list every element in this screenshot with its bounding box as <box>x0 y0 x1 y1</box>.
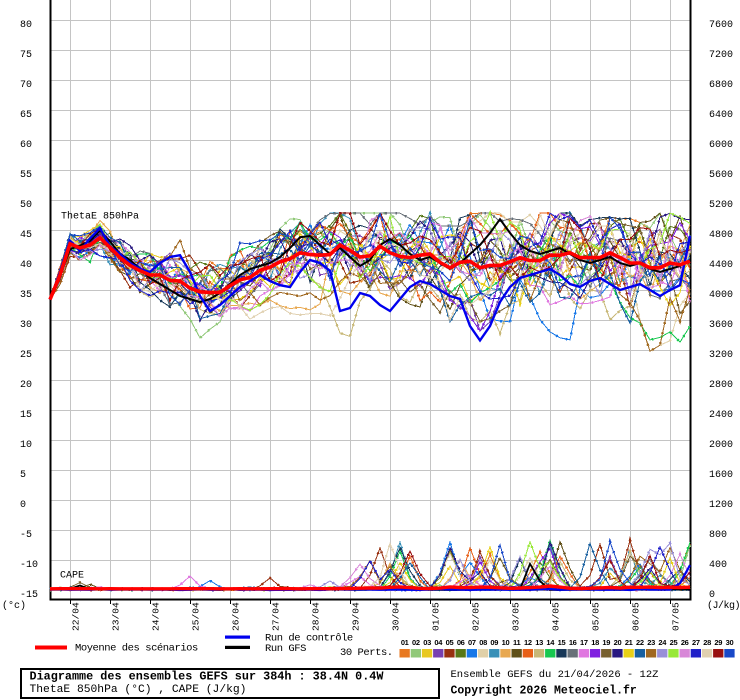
svg-text:ThetaE 850hPa: ThetaE 850hPa <box>61 211 139 223</box>
svg-text:18: 18 <box>591 638 599 647</box>
svg-text:04/05: 04/05 <box>551 602 562 631</box>
svg-text:29/04: 29/04 <box>351 602 362 631</box>
svg-text:09: 09 <box>490 638 498 647</box>
svg-text:10: 10 <box>502 638 510 647</box>
svg-text:19: 19 <box>602 638 610 647</box>
svg-text:60: 60 <box>20 140 32 151</box>
svg-text:25: 25 <box>670 638 678 647</box>
svg-text:4000: 4000 <box>709 290 733 301</box>
svg-text:02: 02 <box>412 638 420 647</box>
svg-text:15: 15 <box>20 410 32 421</box>
svg-text:24/04: 24/04 <box>151 602 162 631</box>
svg-text:50: 50 <box>20 200 32 211</box>
svg-text:05: 05 <box>446 638 454 647</box>
svg-text:(°c): (°c) <box>2 600 26 612</box>
svg-text:-5: -5 <box>20 530 32 541</box>
svg-text:70: 70 <box>20 80 32 91</box>
svg-text:75: 75 <box>20 50 32 61</box>
svg-text:6800: 6800 <box>709 80 733 91</box>
svg-text:2400: 2400 <box>709 410 733 421</box>
svg-text:2800: 2800 <box>709 380 733 391</box>
svg-text:22/04: 22/04 <box>71 602 82 631</box>
svg-text:Ensemble GEFS du 21/04/2026 -: Ensemble GEFS du 21/04/2026 - 12Z <box>451 669 659 681</box>
svg-text:5600: 5600 <box>709 170 733 181</box>
svg-text:03/05: 03/05 <box>511 602 522 631</box>
svg-text:CAPE: CAPE <box>60 571 84 582</box>
svg-text:04: 04 <box>434 638 443 647</box>
svg-text:6000: 6000 <box>709 140 733 151</box>
svg-text:55: 55 <box>20 170 32 181</box>
svg-text:03: 03 <box>423 638 431 647</box>
svg-text:2000: 2000 <box>709 440 733 451</box>
svg-text:15: 15 <box>558 638 566 647</box>
svg-text:4800: 4800 <box>709 230 733 241</box>
svg-text:45: 45 <box>20 230 32 241</box>
svg-text:20: 20 <box>614 638 622 647</box>
svg-text:23/04: 23/04 <box>111 602 122 631</box>
svg-text:6400: 6400 <box>709 110 733 121</box>
svg-text:800: 800 <box>709 530 727 541</box>
svg-text:26: 26 <box>681 638 689 647</box>
svg-text:3600: 3600 <box>709 320 733 331</box>
svg-text:28/04: 28/04 <box>311 602 322 631</box>
svg-text:11: 11 <box>513 638 520 647</box>
svg-text:08: 08 <box>479 638 487 647</box>
svg-text:Run de contrôle: Run de contrôle <box>265 633 353 645</box>
svg-text:ThetaE 850hPa (°C) , CAPE (J/k: ThetaE 850hPa (°C) , CAPE (J/kg) <box>30 684 247 696</box>
svg-text:30: 30 <box>726 638 734 647</box>
svg-text:01/05: 01/05 <box>431 602 442 631</box>
svg-text:20: 20 <box>20 380 32 391</box>
svg-text:3200: 3200 <box>709 350 733 361</box>
svg-text:7600: 7600 <box>709 20 733 31</box>
svg-text:400: 400 <box>709 560 727 571</box>
svg-text:5200: 5200 <box>709 200 733 211</box>
svg-text:07/05: 07/05 <box>671 602 682 631</box>
svg-text:10: 10 <box>20 440 32 451</box>
svg-text:35: 35 <box>20 290 32 301</box>
svg-text:30: 30 <box>20 320 32 331</box>
svg-text:13: 13 <box>535 638 543 647</box>
svg-text:21: 21 <box>625 638 633 647</box>
svg-text:28: 28 <box>703 638 711 647</box>
svg-text:14: 14 <box>546 638 555 647</box>
svg-text:01: 01 <box>401 638 409 647</box>
svg-text:16: 16 <box>569 638 577 647</box>
svg-text:23: 23 <box>647 638 655 647</box>
svg-text:5: 5 <box>20 470 26 481</box>
svg-text:Moyenne des scénarios: Moyenne des scénarios <box>75 643 198 655</box>
svg-text:26/04: 26/04 <box>231 602 242 631</box>
svg-text:30/04: 30/04 <box>391 602 402 631</box>
svg-text:Run GFS: Run GFS <box>265 643 306 655</box>
svg-text:40: 40 <box>20 260 32 271</box>
svg-text:Copyright 2026 Meteociel.fr: Copyright 2026 Meteociel.fr <box>451 685 637 698</box>
svg-text:(J/kg): (J/kg) <box>707 600 740 612</box>
svg-text:27: 27 <box>692 638 700 647</box>
svg-text:1600: 1600 <box>709 470 733 481</box>
svg-text:05/05: 05/05 <box>591 602 602 631</box>
svg-text:12: 12 <box>524 638 532 647</box>
svg-text:30 Perts.: 30 Perts. <box>340 647 393 659</box>
svg-text:27/04: 27/04 <box>271 602 282 631</box>
svg-text:0: 0 <box>20 500 26 511</box>
svg-text:65: 65 <box>20 110 32 121</box>
svg-text:17: 17 <box>580 638 588 647</box>
svg-text:Diagramme des ensembles GEFS s: Diagramme des ensembles GEFS sur 384h : … <box>30 670 385 684</box>
svg-text:7200: 7200 <box>709 50 733 61</box>
svg-text:22: 22 <box>636 638 644 647</box>
svg-text:80: 80 <box>20 20 32 31</box>
svg-text:24: 24 <box>658 638 667 647</box>
svg-text:-10: -10 <box>20 560 38 571</box>
svg-text:02/05: 02/05 <box>471 602 482 631</box>
svg-text:4400: 4400 <box>709 260 733 271</box>
svg-text:07: 07 <box>468 638 476 647</box>
svg-text:0: 0 <box>709 590 715 601</box>
svg-text:25: 25 <box>20 350 32 361</box>
svg-text:1200: 1200 <box>709 500 733 511</box>
svg-text:06/05: 06/05 <box>631 602 642 631</box>
svg-text:29: 29 <box>714 638 722 647</box>
svg-text:25/04: 25/04 <box>191 602 202 631</box>
svg-text:06: 06 <box>457 638 465 647</box>
svg-text:-15: -15 <box>20 590 38 601</box>
